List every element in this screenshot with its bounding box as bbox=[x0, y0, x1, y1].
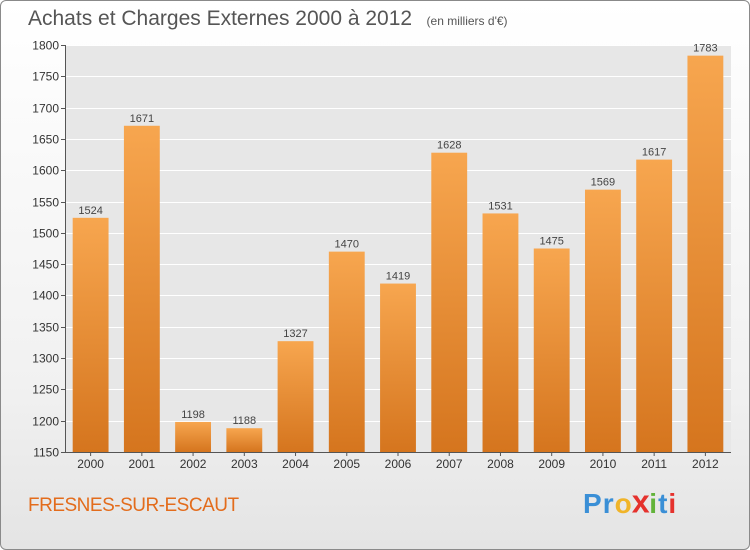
y-tick-label: 1350 bbox=[32, 321, 59, 335]
title-row: Achats et Charges Externes 2000 à 2012 (… bbox=[28, 7, 508, 31]
x-tick-label: 2012 bbox=[692, 457, 719, 471]
x-tick-label: 2004 bbox=[282, 457, 309, 471]
logo-letter: r bbox=[602, 488, 615, 519]
bar-2011 bbox=[636, 159, 673, 452]
x-tick-label: 2005 bbox=[333, 457, 360, 471]
bar-value-label: 1470 bbox=[335, 239, 359, 251]
y-tick-label: 1800 bbox=[32, 39, 59, 53]
y-tick-label: 1500 bbox=[32, 227, 59, 241]
y-tick-label: 1750 bbox=[32, 70, 59, 84]
bar-value-label: 1524 bbox=[78, 205, 102, 217]
x-tick-label: 2008 bbox=[487, 457, 514, 471]
bar-2012 bbox=[687, 55, 724, 452]
x-tick-label: 2006 bbox=[385, 457, 412, 471]
chart-title: Achats et Charges Externes 2000 à 2012 bbox=[28, 7, 413, 30]
bar-2002 bbox=[175, 421, 212, 452]
bar-2009 bbox=[533, 248, 570, 452]
logo-letter: t bbox=[658, 488, 669, 519]
proxiti-logo[interactable]: Proxiti bbox=[583, 484, 678, 520]
commune-name: FRESNES-SUR-ESCAUT bbox=[28, 495, 239, 516]
bar-2006 bbox=[380, 283, 416, 452]
y-tick-label: 1450 bbox=[32, 258, 59, 272]
bar-value-label: 1188 bbox=[232, 415, 256, 427]
x-tick-label: 2003 bbox=[231, 457, 258, 471]
x-tick-label: 2000 bbox=[77, 457, 104, 471]
logo-letter: x bbox=[631, 483, 651, 520]
bar-2001 bbox=[123, 125, 160, 452]
x-tick-label: 2002 bbox=[180, 457, 207, 471]
logo-letter: i bbox=[668, 488, 678, 519]
x-tick-label: 2001 bbox=[128, 457, 155, 471]
bar-value-label: 1198 bbox=[181, 409, 205, 421]
bar-value-label: 1531 bbox=[488, 200, 512, 212]
bar-2008 bbox=[482, 213, 519, 452]
bar-value-label: 1327 bbox=[283, 328, 307, 340]
x-tick-label: 2007 bbox=[436, 457, 463, 471]
bar-value-label: 1628 bbox=[437, 140, 461, 152]
bar-value-label: 1419 bbox=[386, 271, 410, 283]
chart-subtitle: (en milliers d'€) bbox=[426, 14, 508, 28]
bar-value-label: 1783 bbox=[693, 43, 717, 55]
bar-value-label: 1617 bbox=[642, 147, 666, 159]
y-tick-label: 1300 bbox=[32, 352, 59, 366]
y-tick-label: 1650 bbox=[32, 133, 59, 147]
y-tick-label: 1150 bbox=[33, 446, 59, 460]
y-tick-label: 1250 bbox=[32, 383, 59, 397]
bar-value-label: 1475 bbox=[539, 236, 563, 248]
logo-letter: o bbox=[614, 488, 633, 519]
x-tick-label: 2010 bbox=[590, 457, 617, 471]
bar-value-label: 1569 bbox=[591, 177, 615, 189]
y-tick-label: 1400 bbox=[32, 289, 59, 303]
bar-2003 bbox=[226, 428, 263, 452]
bar-value-label: 1671 bbox=[130, 113, 154, 125]
bar-2004 bbox=[277, 341, 314, 452]
logo-letter: i bbox=[649, 488, 659, 519]
y-tick-label: 1600 bbox=[32, 164, 59, 178]
bar-2010 bbox=[584, 189, 621, 452]
x-tick-label: 2011 bbox=[641, 457, 667, 471]
bar-2000 bbox=[72, 217, 109, 452]
y-tick-label: 1700 bbox=[32, 102, 59, 116]
x-tick-label: 2009 bbox=[538, 457, 565, 471]
bar-2007 bbox=[431, 152, 468, 452]
bar-2005 bbox=[328, 251, 365, 452]
y-tick-label: 1550 bbox=[32, 196, 59, 210]
y-tick-label: 1200 bbox=[32, 415, 59, 429]
logo-letter: P bbox=[583, 488, 603, 519]
